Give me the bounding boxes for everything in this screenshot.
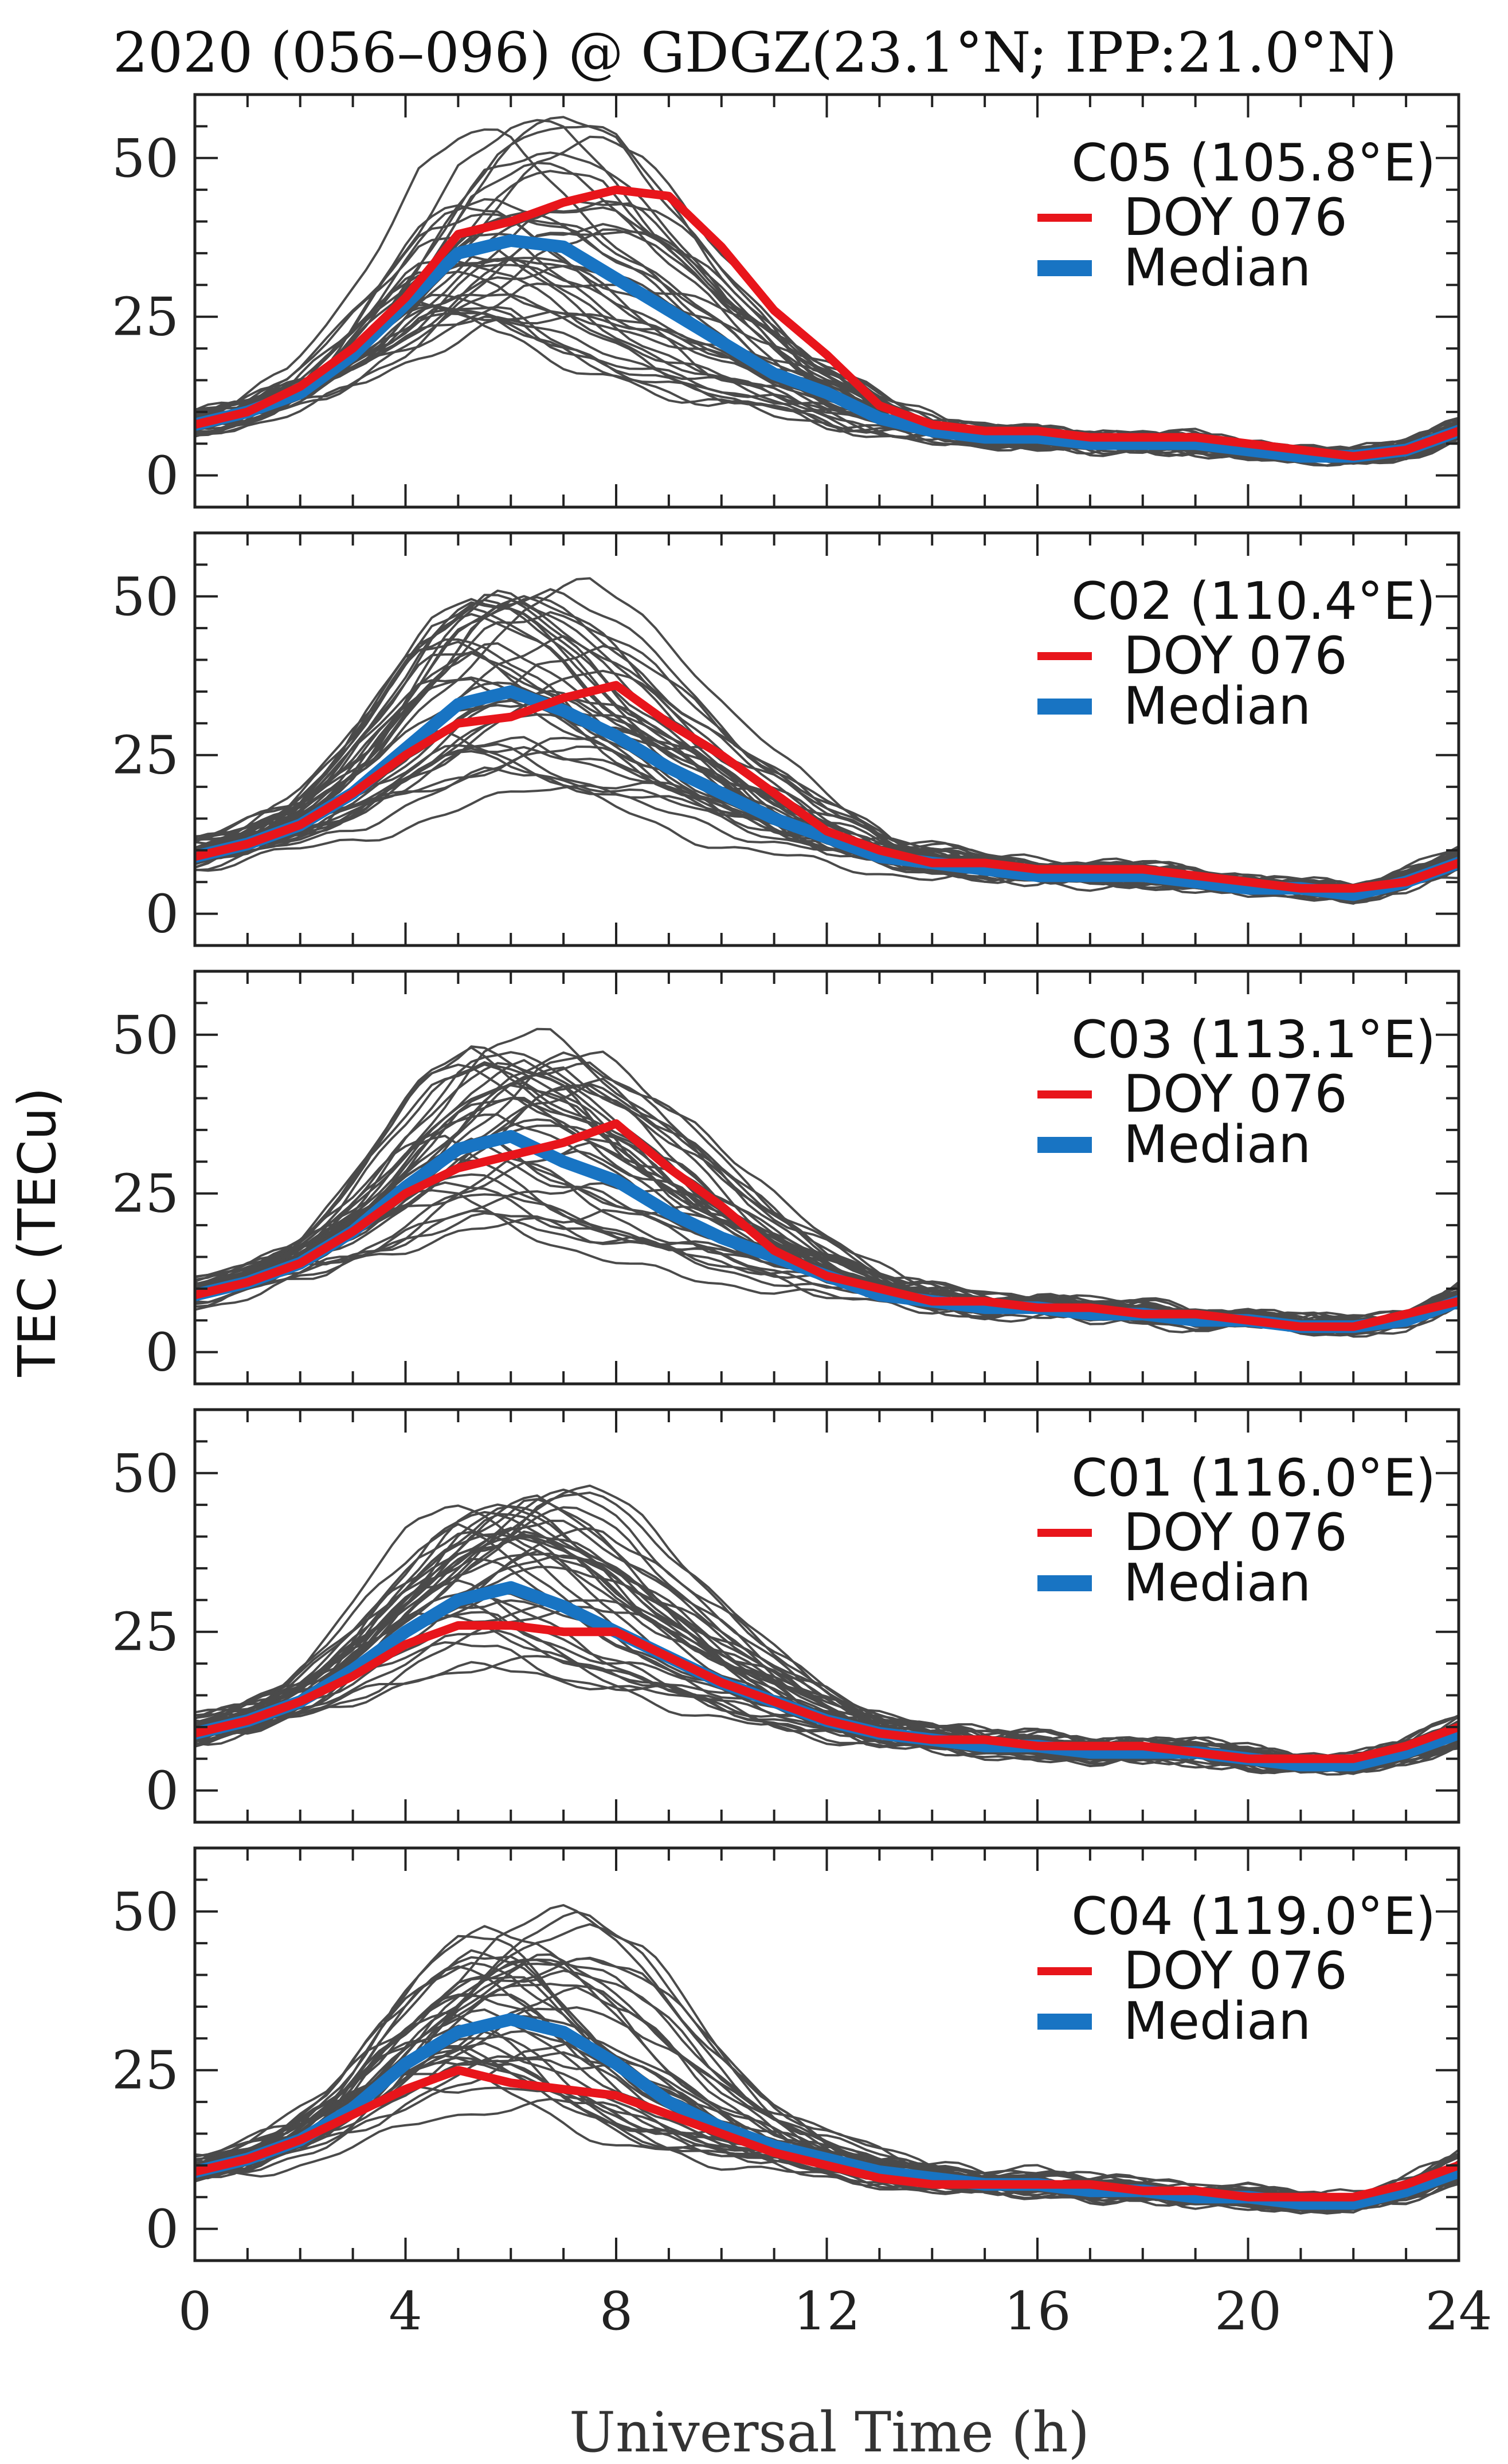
daily-tec-line — [195, 2037, 1459, 2208]
median-line — [195, 234, 1459, 463]
x-tick-label: 24 — [1425, 2281, 1492, 2342]
x-tick-label: 20 — [1215, 2281, 1282, 2342]
satellite-label: C02 (110.4°E) — [1071, 571, 1436, 631]
satellite-label: C03 (113.1°E) — [1071, 1010, 1436, 1070]
plot-area — [195, 1027, 1459, 1338]
legend-label: Median — [1123, 1553, 1311, 1613]
x-tick-labels: 0 4 8 12 16 20 24 — [178, 2281, 1493, 2342]
legend-label: DOY 076 — [1123, 1941, 1348, 2001]
median-line — [195, 685, 1459, 901]
plot-area — [195, 1904, 1459, 2215]
legend-label: DOY 076 — [1123, 1502, 1348, 1563]
satellite-label: C04 (119.0°E) — [1071, 1886, 1436, 1947]
doy-076-line — [195, 681, 1459, 893]
y-axis-title: TEC (TECu) — [7, 1087, 68, 1377]
satellite-label: C05 (105.8°E) — [1071, 133, 1436, 193]
y-tick-label: 50 — [112, 1443, 179, 1504]
legend-label: Median — [1123, 1991, 1311, 2051]
x-tick-label: 0 — [178, 2281, 212, 2342]
plot-area — [195, 116, 1459, 467]
doy-076-line — [195, 2066, 1459, 2202]
legend-label: Median — [1123, 676, 1311, 736]
legend-label: DOY 076 — [1123, 626, 1348, 686]
x-tick-label: 12 — [793, 2281, 860, 2342]
daily-tec-line — [195, 304, 1459, 462]
legend-label: DOY 076 — [1123, 1064, 1348, 1124]
daily-tec-line — [195, 734, 1459, 889]
y-tick-label: 50 — [112, 1881, 179, 1943]
legend-label: DOY 076 — [1123, 187, 1348, 248]
y-tick-label: 0 — [145, 884, 179, 945]
y-tick-label: 25 — [112, 1602, 179, 1663]
x-tick-label: 8 — [600, 2281, 633, 2342]
doy-076-line — [195, 185, 1459, 461]
legend-label: Median — [1123, 1115, 1311, 1175]
y-tick-label: 50 — [112, 1005, 179, 1066]
x-tick-label: 16 — [1004, 2281, 1071, 2342]
satellite-label: C01 (116.0°E) — [1071, 1448, 1436, 1508]
y-tick-label: 50 — [112, 128, 179, 189]
daily-tec-line — [195, 588, 1459, 900]
chart-title: 2020 (056–096) @ GDGZ(23.1°N; IPP:21.0°N… — [113, 21, 1397, 85]
daily-tec-line — [195, 2058, 1459, 2209]
legend-label: Median — [1123, 238, 1311, 298]
plot-area — [195, 577, 1459, 905]
y-tick-label: 25 — [112, 2040, 179, 2101]
y-tick-label: 25 — [112, 1163, 179, 1225]
y-tick-label: 0 — [145, 1322, 179, 1383]
y-tick-label: 0 — [145, 2199, 179, 2260]
median-line — [195, 1581, 1459, 1772]
doy-076-line — [195, 1621, 1459, 1763]
doy-076-line — [195, 1119, 1459, 1331]
y-tick-label: 25 — [112, 287, 179, 348]
y-tick-label: 25 — [112, 725, 179, 786]
y-tick-label: 0 — [145, 445, 179, 507]
y-tick-label: 0 — [145, 1760, 179, 1822]
x-axis-title: Universal Time (h) — [569, 2400, 1090, 2464]
x-tick-label: 4 — [389, 2281, 422, 2342]
plot-area — [195, 1484, 1459, 1776]
y-tick-label: 50 — [112, 566, 179, 627]
